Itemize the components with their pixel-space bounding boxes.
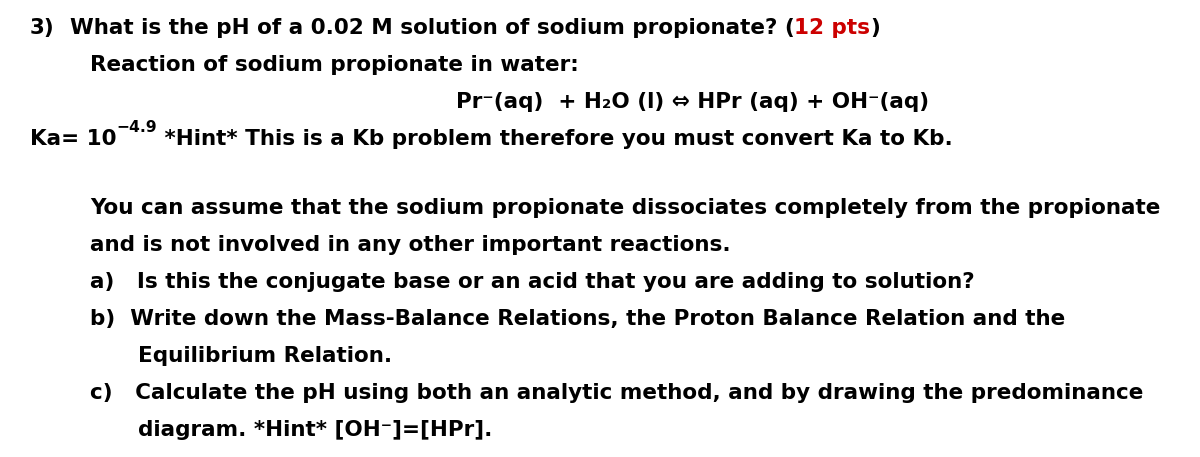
Text: ): ) bbox=[870, 18, 881, 38]
Text: Ka= 10: Ka= 10 bbox=[30, 129, 116, 149]
Text: Equilibrium Relation.: Equilibrium Relation. bbox=[138, 346, 392, 366]
Text: diagram. *Hint* [OH⁻]=[HPr].: diagram. *Hint* [OH⁻]=[HPr]. bbox=[138, 420, 492, 440]
Text: What is the pH of a 0.02 M solution of sodium propionate? (: What is the pH of a 0.02 M solution of s… bbox=[55, 18, 794, 38]
Text: a)   Is this the conjugate base or an acid that you are adding to solution?: a) Is this the conjugate base or an acid… bbox=[90, 272, 974, 292]
Text: 12 pts: 12 pts bbox=[794, 18, 870, 38]
Text: 3): 3) bbox=[30, 18, 55, 38]
Text: Pr⁻(aq)  + H₂O (l) ⇔ HPr (aq) + OH⁻(aq): Pr⁻(aq) + H₂O (l) ⇔ HPr (aq) + OH⁻(aq) bbox=[456, 92, 929, 112]
Text: b)  Write down the Mass-Balance Relations, the Proton Balance Relation and the: b) Write down the Mass-Balance Relations… bbox=[90, 309, 1066, 329]
Text: and is not involved in any other important reactions.: and is not involved in any other importa… bbox=[90, 235, 731, 255]
Text: *Hint* This is a Kb problem therefore you must convert Ka to Kb.: *Hint* This is a Kb problem therefore yo… bbox=[157, 129, 953, 149]
Text: −4.9: −4.9 bbox=[116, 121, 157, 135]
Text: c)   Calculate the pH using both an analytic method, and by drawing the predomin: c) Calculate the pH using both an analyt… bbox=[90, 383, 1144, 403]
Text: You can assume that the sodium propionate dissociates completely from the propio: You can assume that the sodium propionat… bbox=[90, 198, 1160, 218]
Text: Reaction of sodium propionate in water:: Reaction of sodium propionate in water: bbox=[90, 55, 578, 75]
